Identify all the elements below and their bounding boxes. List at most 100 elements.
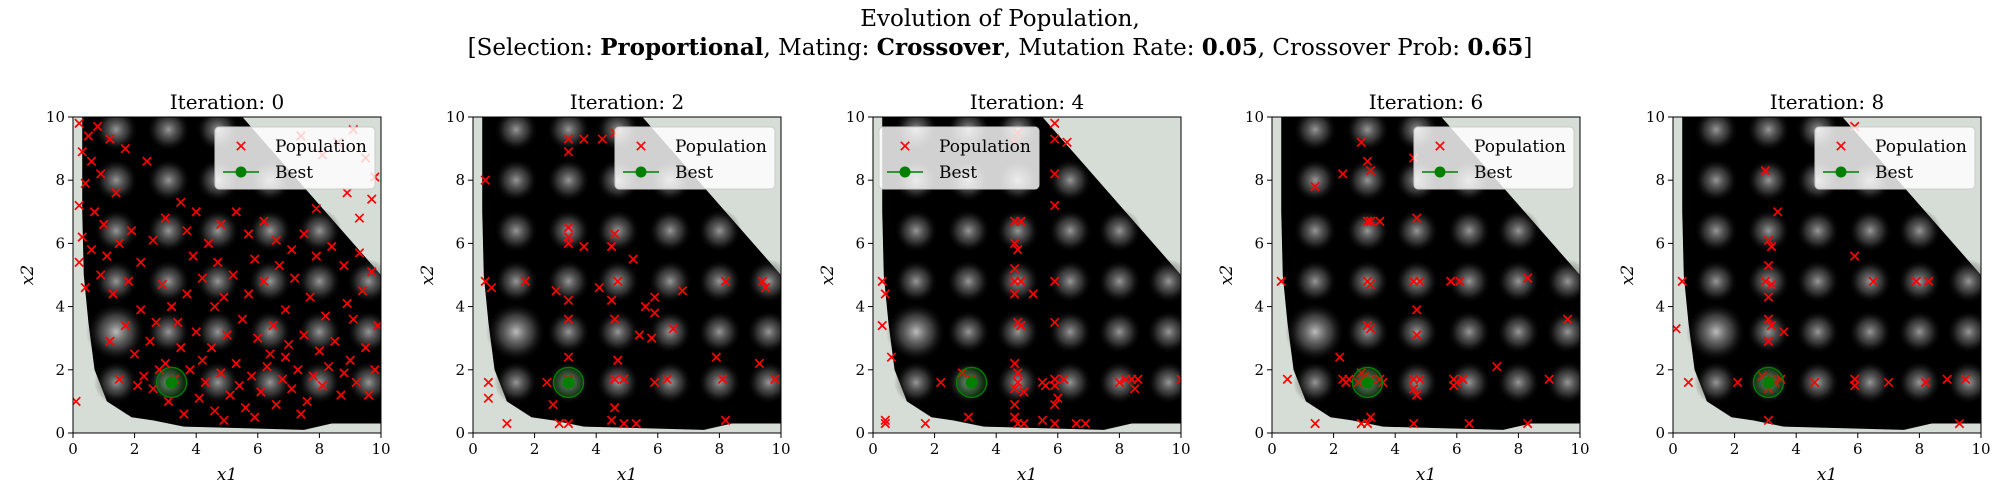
population-point [265,349,275,359]
basin [94,117,139,152]
population-point [299,330,309,340]
population-point [311,203,322,214]
population-point [597,134,608,144]
basin [697,309,742,354]
population-point [105,336,115,347]
legend-best-label: Best [1875,163,1913,183]
population-point [1544,374,1555,385]
axes-frame [472,116,782,434]
population-point [1012,368,1023,378]
x-tick-label: 6 [1853,440,1863,458]
population-point [370,364,380,375]
basin [1394,208,1439,253]
basin [1447,259,1492,304]
population-point [1766,279,1777,290]
best-point [965,376,978,389]
y-tick-label: 8 [855,171,865,189]
population-point [212,257,223,268]
population-point [200,377,211,388]
population-point [1562,314,1573,325]
subplot-1: 0 2 4 6 8 10 0 2 4 6 8 10 Iteration: 2 x1 x2 Population… [418,90,791,485]
basin [648,208,693,253]
population-point [1763,235,1774,246]
population-point [563,222,574,233]
x-tick-label: 6 [653,440,663,458]
population-point [1037,415,1048,426]
population-point [228,270,238,280]
basin [1897,309,1942,354]
population-point [1809,377,1820,388]
population-point [563,238,574,249]
population-point [1129,383,1140,394]
legend-best-marker [899,166,911,178]
population-point [1960,374,1971,385]
population-point [563,134,574,144]
population-point [219,292,229,302]
population-point [1849,380,1860,391]
population-point [1071,418,1082,429]
legend-population-label: Population [275,137,367,157]
basin [1897,360,1942,405]
population-point [1338,169,1348,179]
legend-box [614,126,776,190]
population-point [551,285,561,296]
axes-frame [72,116,382,434]
population-point [148,383,158,394]
basin [1946,309,1981,354]
population-point [1923,276,1934,287]
y-tick-label: 2 [855,361,865,379]
basin [1545,360,1580,405]
crossover-prob-value: 0.65 [1467,34,1524,61]
population-point [231,206,242,217]
population-point [502,418,512,429]
basin [1545,309,1580,354]
population-point [339,260,349,271]
x-tick-label: 2 [1730,440,1740,458]
legend: Population Best [1413,126,1575,190]
basin [494,360,539,405]
population-point [920,418,931,429]
population-point [357,285,368,296]
population-point [554,418,565,429]
population-point [1049,399,1060,410]
population-point [157,279,168,290]
population-point [606,241,617,252]
population-point [320,311,331,321]
legend-population-marker [236,141,246,151]
basin [995,309,1040,354]
population-point [363,390,374,400]
population-point [1492,361,1502,372]
x-tick-label: 10 [371,440,390,458]
population-point [770,374,780,385]
x-tick-label: 10 [1570,440,1589,458]
population-point [1049,380,1060,391]
population-point [339,368,349,378]
basin [1694,158,1739,203]
population-point [317,380,328,391]
population-point [299,229,309,239]
legend: Population Best [614,126,776,190]
population-point [646,333,657,344]
population-point [1911,276,1922,287]
legend-box [1814,126,1976,190]
y-tick-label: 4 [1254,298,1264,316]
population-point [649,377,660,388]
population-point [366,267,377,277]
basin [146,117,191,152]
y-tick-label: 8 [55,171,65,189]
population-point [203,238,214,249]
population-point [1341,377,1351,388]
basin [946,259,991,304]
population-point [563,314,574,325]
population-point [619,418,629,429]
population-point [120,320,131,331]
population-point [366,194,377,204]
mating-prefix: , Mating: [763,35,877,61]
basin [746,259,781,304]
population-point [139,371,149,381]
population-point [579,241,589,252]
population-point [175,342,186,353]
population-point [606,295,617,306]
population-point [182,225,192,236]
